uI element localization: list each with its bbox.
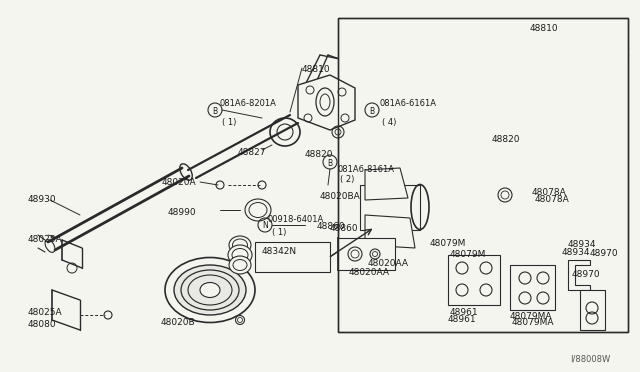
Text: 48860: 48860 <box>316 222 345 231</box>
Text: ( 1): ( 1) <box>272 228 286 237</box>
Polygon shape <box>510 265 555 310</box>
Text: 48342N: 48342N <box>262 247 297 257</box>
Text: 48827: 48827 <box>238 148 266 157</box>
Text: ( 1): ( 1) <box>222 118 236 127</box>
Text: 48079MA: 48079MA <box>512 318 554 327</box>
Text: 48078A: 48078A <box>532 188 567 197</box>
Bar <box>338 18 628 332</box>
Polygon shape <box>365 215 415 248</box>
Ellipse shape <box>348 247 362 261</box>
Text: 48020AA: 48020AA <box>367 259 408 268</box>
Text: 081A6-6161A: 081A6-6161A <box>380 99 437 108</box>
Text: N: N <box>262 221 268 231</box>
Text: 48934: 48934 <box>562 248 591 257</box>
Ellipse shape <box>174 265 246 315</box>
Text: ( 4): ( 4) <box>382 118 396 127</box>
Text: 48810: 48810 <box>530 24 559 33</box>
Ellipse shape <box>228 245 252 265</box>
Text: 081A6-8201A: 081A6-8201A <box>220 99 277 108</box>
Text: 48078A: 48078A <box>535 195 570 204</box>
Text: 48020BA: 48020BA <box>320 192 361 201</box>
Polygon shape <box>365 168 408 200</box>
Polygon shape <box>298 75 355 130</box>
Text: 48025A: 48025A <box>28 235 63 244</box>
Polygon shape <box>338 238 395 270</box>
Text: 48079M: 48079M <box>430 239 466 248</box>
Polygon shape <box>448 255 500 305</box>
Text: 48820: 48820 <box>492 135 520 144</box>
Text: B: B <box>369 106 374 115</box>
Text: 48020B: 48020B <box>161 318 195 327</box>
Text: B: B <box>328 158 333 167</box>
Text: 48020AA: 48020AA <box>349 268 390 277</box>
Text: 48079MA: 48079MA <box>510 312 552 321</box>
Text: 48970: 48970 <box>572 270 600 279</box>
Text: 48020A: 48020A <box>161 178 196 187</box>
Text: 48934: 48934 <box>568 240 596 249</box>
Polygon shape <box>580 290 605 330</box>
Ellipse shape <box>370 249 380 259</box>
Text: 48820: 48820 <box>305 150 333 159</box>
Ellipse shape <box>229 256 251 274</box>
Ellipse shape <box>236 315 244 324</box>
Text: B: B <box>212 106 218 115</box>
Text: 081A6-8161A: 081A6-8161A <box>338 165 395 174</box>
Polygon shape <box>568 260 590 290</box>
Text: 48961: 48961 <box>448 315 477 324</box>
Text: 48025A: 48025A <box>28 308 63 317</box>
Text: ( 2): ( 2) <box>340 175 355 184</box>
Text: 48930: 48930 <box>28 196 56 205</box>
Text: 48810: 48810 <box>302 65 331 74</box>
Text: 48990: 48990 <box>168 208 196 217</box>
Polygon shape <box>360 185 420 230</box>
Text: 48970: 48970 <box>590 249 619 258</box>
Text: 00918-6401A: 00918-6401A <box>268 215 324 224</box>
Text: 48961: 48961 <box>450 308 479 317</box>
Text: 48080: 48080 <box>28 320 56 329</box>
Ellipse shape <box>200 282 220 298</box>
Ellipse shape <box>229 236 251 254</box>
Text: 48860: 48860 <box>330 224 358 233</box>
Bar <box>338 18 628 332</box>
Bar <box>255 242 330 272</box>
Text: 48079M: 48079M <box>450 250 486 259</box>
Text: I/88008W: I/88008W <box>570 355 611 364</box>
Ellipse shape <box>165 257 255 323</box>
